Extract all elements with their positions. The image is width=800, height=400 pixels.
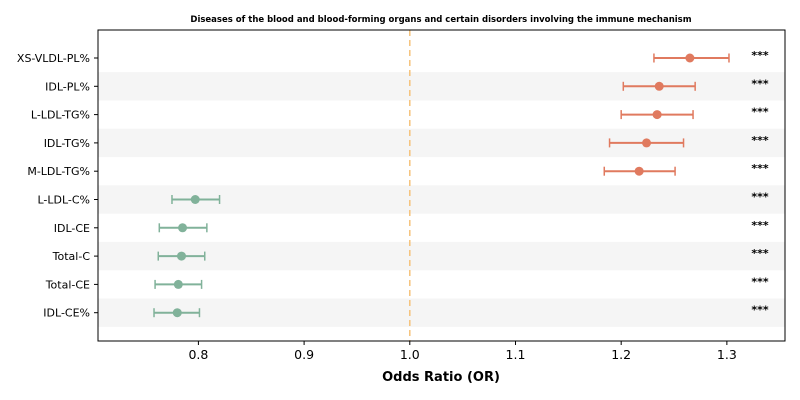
row-band — [98, 298, 785, 327]
x-tick-label: 1.3 — [717, 347, 737, 362]
significance-label: *** — [751, 162, 769, 175]
significance-label: *** — [751, 304, 769, 317]
significance-label: *** — [751, 191, 769, 204]
significance-label: *** — [751, 247, 769, 260]
x-tick-label: 1.1 — [506, 347, 526, 362]
point-estimate — [642, 138, 652, 148]
x-axis: 0.8 0.9 1.0 1.1 1.2 1.3 — [188, 341, 737, 362]
y-tick-label: M-LDL-TG% — [27, 165, 90, 178]
point-estimate — [654, 81, 664, 91]
x-tick-label: 0.9 — [294, 347, 314, 362]
y-tick-label: Total-C — [52, 250, 91, 263]
data-marks: *** *** *** *** *** *** *** *** *** *** — [153, 49, 769, 318]
significance-label: *** — [751, 106, 769, 119]
significance-label: *** — [751, 275, 769, 288]
point-estimate — [172, 308, 182, 318]
x-tick-label: 1.0 — [400, 347, 420, 362]
point-estimate — [176, 251, 186, 261]
point-estimate — [190, 195, 200, 204]
chart-title: Diseases of the blood and blood-forming … — [190, 15, 691, 25]
point-estimate — [634, 166, 644, 176]
point-estimate — [652, 110, 662, 120]
x-tick-label: 1.2 — [611, 347, 631, 362]
significance-label: *** — [751, 219, 769, 232]
y-tick-label: XS-VLDL-PL% — [17, 52, 90, 65]
point-estimate — [173, 279, 183, 289]
x-axis-label: Odds Ratio (OR) — [382, 370, 500, 385]
significance-label: *** — [751, 77, 769, 90]
y-tick-label: IDL-PL% — [45, 80, 90, 93]
x-tick-label: 0.8 — [188, 347, 208, 362]
y-tick-label: Total-CE — [45, 278, 90, 291]
significance-label: *** — [751, 49, 769, 62]
y-tick-label: IDL-CE% — [43, 307, 90, 320]
y-tick-label: IDL-CE — [54, 222, 90, 235]
significance-label: *** — [751, 134, 769, 147]
point-estimate — [685, 53, 695, 63]
y-tick-label: IDL-TG% — [44, 137, 90, 150]
y-tick-label: L-LDL-TG% — [31, 109, 90, 122]
point-estimate — [178, 223, 188, 233]
y-tick-label: L-LDL-C% — [37, 194, 90, 207]
row-band — [98, 241, 785, 271]
plot-frame — [97, 29, 786, 342]
